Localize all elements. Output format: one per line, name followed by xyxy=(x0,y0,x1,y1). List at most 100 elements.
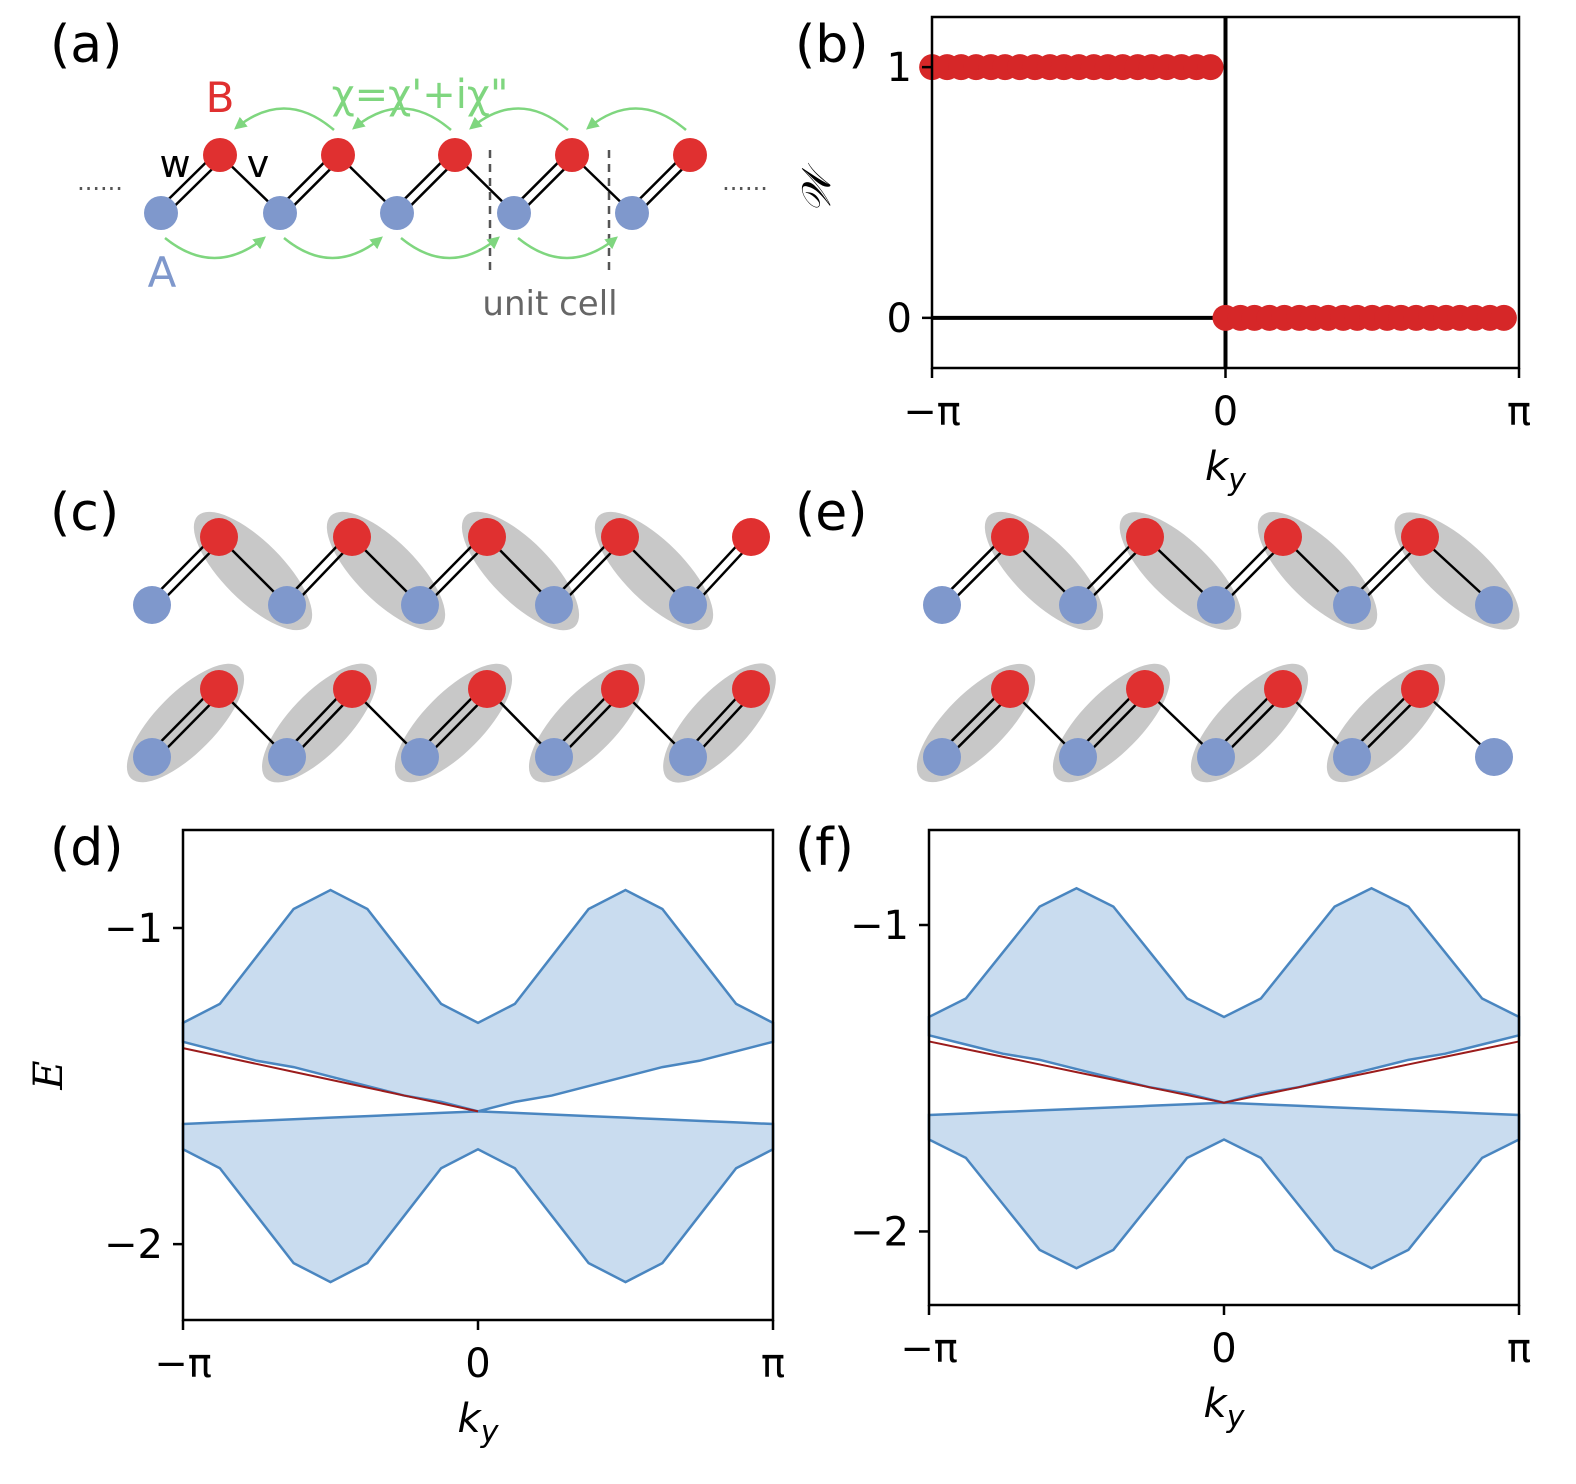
site-a xyxy=(1333,586,1371,624)
site-b xyxy=(321,138,355,172)
site-b xyxy=(991,670,1029,708)
x-tick-label: π xyxy=(1507,1326,1531,1372)
hopping-label: v xyxy=(247,142,270,186)
dimer-shade xyxy=(126,663,245,783)
dimer-shade xyxy=(916,663,1036,783)
x-axis-label-base: k xyxy=(1205,444,1230,490)
nnn-arrow xyxy=(400,236,500,260)
unit-cell-label: unit cell xyxy=(482,284,617,324)
x-axis-label-sub: y xyxy=(1226,1400,1246,1435)
panel-a: (a) B A w v χ=χ'+iχ" unit cell ...... ..… xyxy=(50,15,768,324)
x-tick-label: −π xyxy=(903,389,961,435)
site-a xyxy=(615,196,649,230)
site-b xyxy=(1264,670,1302,708)
band-area xyxy=(181,888,775,1113)
y-tick-label: −2 xyxy=(850,1209,909,1255)
chain xyxy=(923,511,1520,631)
site-b xyxy=(438,138,472,172)
site-b xyxy=(1126,670,1164,708)
site-b xyxy=(468,670,506,708)
nnn-arrow xyxy=(352,107,452,131)
y-axis-label: E xyxy=(26,1060,72,1090)
dimer-shade xyxy=(394,663,513,783)
dimer-shade xyxy=(1326,663,1446,783)
dimer-shade xyxy=(262,663,377,783)
panel-label: (c) xyxy=(50,483,119,543)
site-a xyxy=(1475,586,1513,624)
site-a xyxy=(1333,738,1371,776)
site-a xyxy=(133,738,171,776)
hopping-label: w xyxy=(159,142,190,186)
site-a xyxy=(1197,738,1235,776)
panel-label: (f) xyxy=(795,818,854,878)
site-a xyxy=(263,196,297,230)
site-a xyxy=(1197,586,1235,624)
site-b xyxy=(203,138,237,172)
x-tick-label: 0 xyxy=(465,1341,490,1387)
x-axis-label-base: k xyxy=(1204,1381,1229,1427)
site-b xyxy=(555,138,589,172)
panel-label: (b) xyxy=(795,15,869,75)
site-a xyxy=(535,586,573,624)
site-b xyxy=(200,670,238,708)
site-b xyxy=(1401,670,1439,708)
ellipsis: ...... xyxy=(77,168,123,196)
site-a xyxy=(268,738,306,776)
ellipsis: ...... xyxy=(722,168,768,196)
site-b xyxy=(991,518,1029,556)
site-a xyxy=(1059,586,1097,624)
dimer-shade xyxy=(663,663,776,783)
site-b xyxy=(200,518,238,556)
x-tick-label: 0 xyxy=(1211,1326,1236,1372)
site-b xyxy=(601,518,639,556)
site-a xyxy=(133,586,171,624)
band-area xyxy=(181,1110,775,1284)
y-tick-label: −2 xyxy=(104,1222,163,1268)
x-tick-label: π xyxy=(1507,389,1531,435)
dimer-shade xyxy=(1190,663,1309,783)
site-label: A xyxy=(148,248,177,297)
site-a xyxy=(669,738,707,776)
site-a xyxy=(923,738,961,776)
y-tick-label: 0 xyxy=(887,296,912,342)
nnn-arrow xyxy=(234,107,335,131)
x-axis-label: ky xyxy=(1205,444,1247,498)
site-b xyxy=(673,138,707,172)
site-b xyxy=(333,518,371,556)
chain xyxy=(133,511,770,631)
x-axis-label-sub: y xyxy=(1227,463,1247,498)
x-tick-label: π xyxy=(761,1341,785,1387)
chart: (b) −π 0 π 0 1 ky 𝒲 xyxy=(794,15,1531,498)
site-b xyxy=(468,518,506,556)
nnn-arrow xyxy=(517,236,618,260)
panel-label: (e) xyxy=(795,483,868,543)
site-a xyxy=(1059,738,1097,776)
point xyxy=(1490,304,1517,331)
x-axis-label: ky xyxy=(458,1396,500,1450)
site-a xyxy=(401,586,439,624)
y-axis-label: 𝒲 xyxy=(794,162,840,213)
point xyxy=(1197,54,1224,81)
nnn-arrow xyxy=(469,107,569,131)
edge-state xyxy=(182,1047,479,1113)
chart: (d) −π 0 π −1 −2 ky E xyxy=(26,818,785,1450)
y-tick-label: −1 xyxy=(104,906,163,952)
site-b xyxy=(732,518,770,556)
nnn-arrow xyxy=(586,107,687,131)
dimer-shade xyxy=(528,663,646,783)
panel-label: (d) xyxy=(50,818,124,878)
panel-label: (a) xyxy=(50,15,122,75)
site-a xyxy=(401,738,439,776)
chain xyxy=(144,138,707,230)
site-a xyxy=(144,196,178,230)
band-area xyxy=(927,886,1521,1105)
chain xyxy=(126,663,776,783)
chain xyxy=(916,663,1513,783)
x-tick-label: 0 xyxy=(1213,389,1238,435)
site-a xyxy=(380,196,414,230)
site-a xyxy=(1475,738,1513,776)
site-a xyxy=(268,586,306,624)
edge-state xyxy=(928,1040,1520,1104)
site-b xyxy=(732,670,770,708)
